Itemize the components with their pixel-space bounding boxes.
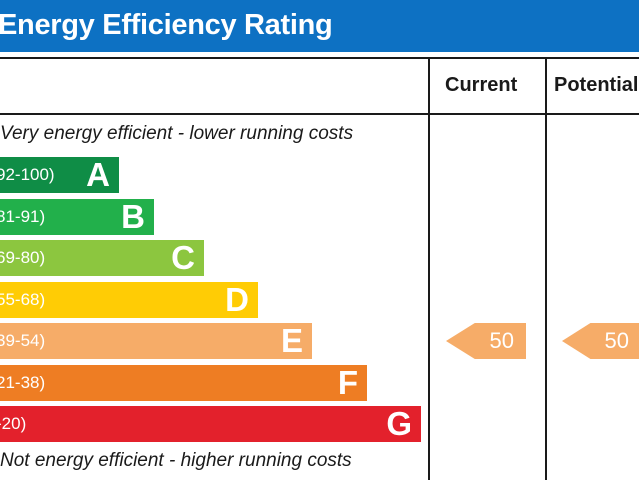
chart-title: Energy Efficiency Rating xyxy=(0,9,333,41)
band-f: 21-38) F xyxy=(0,365,367,401)
column-divider-right xyxy=(545,57,547,480)
band-c: 69-80) C xyxy=(0,240,204,276)
column-divider-left xyxy=(428,57,430,480)
band-range-label: 39-54) xyxy=(0,331,46,350)
band-letter: D xyxy=(225,281,249,318)
band-b: 81-91) B xyxy=(0,199,154,235)
header-row-divider xyxy=(0,113,639,115)
current-rating-value: 50 xyxy=(489,328,514,353)
band-range-label: 21-38) xyxy=(0,373,46,392)
band-d: 55-68) D xyxy=(0,282,258,318)
band-letter: A xyxy=(86,156,110,193)
band-range-label: 81-91) xyxy=(0,207,46,226)
band-range-label: 55-68) xyxy=(0,290,46,309)
band-range-label: -20) xyxy=(0,414,27,433)
band-a: 92-100) A xyxy=(0,157,119,193)
band-range-label: 69-80) xyxy=(0,248,46,267)
band-range-label: 92-100) xyxy=(0,165,55,184)
band-letter: C xyxy=(171,239,195,276)
bottom-caption: Not energy efficient - higher running co… xyxy=(0,450,352,471)
current-rating-arrow: 50 xyxy=(446,323,526,359)
band-e: 39-54) E xyxy=(0,323,312,359)
band-g: -20) G xyxy=(0,406,421,442)
potential-rating-value: 50 xyxy=(604,328,629,353)
potential-rating-arrow: 50 xyxy=(562,323,639,359)
current-column-header: Current xyxy=(445,74,518,96)
band-letter: F xyxy=(337,364,358,401)
band-letter: B xyxy=(121,198,145,235)
header-bar: Energy Efficiency Rating xyxy=(0,0,639,52)
top-caption: Very energy efficient - lower running co… xyxy=(0,123,354,144)
band-letter: G xyxy=(386,405,412,442)
potential-column-header: Potential xyxy=(554,74,639,96)
table-top-border xyxy=(0,57,639,59)
band-letter: E xyxy=(280,322,303,359)
